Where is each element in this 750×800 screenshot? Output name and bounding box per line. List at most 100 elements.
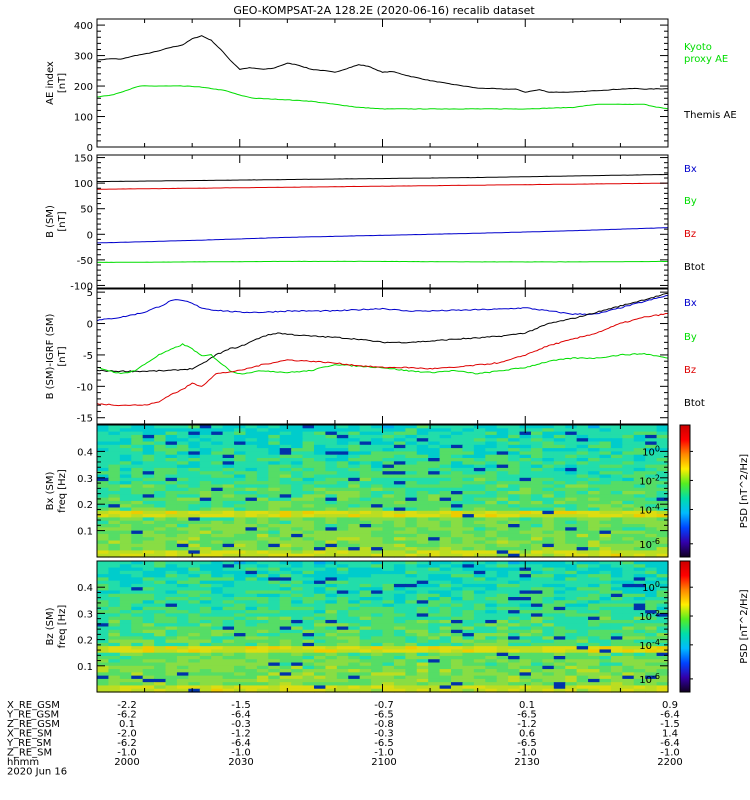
heatmap-cell: [610, 580, 623, 585]
heatmap-cell: [268, 574, 281, 578]
heatmap-cell: [142, 553, 155, 558]
heatmap-cell: [142, 517, 155, 522]
heatmap-cell: [325, 619, 338, 624]
heatmap-cell: [211, 543, 224, 548]
heatmap-cell: [416, 564, 429, 569]
heatmap-cell: [565, 527, 578, 532]
heatmap-cell: [508, 646, 521, 651]
heatmap-cell: [97, 649, 110, 654]
heatmap-cell: [645, 646, 658, 651]
heatmap-cell: [302, 484, 315, 489]
heatmap-cell: [508, 603, 521, 608]
heatmap-cell: [451, 574, 464, 578]
heatmap-cell: [485, 642, 498, 647]
heatmap-cell: [622, 464, 635, 469]
heatmap-cell: [256, 497, 269, 502]
heatmap-cell: [234, 606, 247, 611]
heatmap-cell: [576, 540, 589, 545]
heatmap-cell: [371, 662, 384, 667]
ephemeris-value: 0.1: [519, 700, 535, 711]
heatmap-cell: [439, 464, 452, 469]
heatmap-cell: [519, 497, 532, 502]
heatmap-cell: [188, 567, 201, 572]
heatmap-cell: [371, 610, 384, 615]
heatmap-cell: [371, 659, 384, 664]
heatmap-cell: [530, 524, 543, 528]
heatmap-cell: [256, 564, 269, 569]
heatmap-cell: [565, 685, 578, 690]
heatmap-cell: [645, 461, 658, 466]
heatmap-cell: [451, 533, 464, 538]
heatmap-cell: [428, 616, 441, 621]
heatmap-cell: [439, 520, 452, 525]
heatmap-cell: [245, 458, 258, 462]
heatmap-cell: [542, 461, 555, 466]
heatmap-cell: [576, 517, 589, 522]
heatmap-cell: [154, 642, 167, 647]
heatmap-cell: [656, 646, 669, 651]
ephemeris-value: -1.2: [517, 719, 537, 730]
heatmap-cell: [108, 629, 121, 634]
heatmap-cell: [302, 672, 315, 677]
heatmap-cell: [553, 626, 566, 631]
heatmap-cell: [382, 454, 395, 459]
heatmap-cell: [165, 593, 178, 598]
heatmap-cell: [485, 537, 498, 542]
heatmap-cell: [473, 484, 486, 489]
heatmap-cell: [462, 504, 475, 509]
heatmap-cell: [462, 574, 475, 578]
heatmap-cell: [588, 610, 601, 615]
heatmap-cell: [268, 577, 281, 582]
heatmap-cell: [245, 537, 258, 542]
heatmap-cell: [508, 669, 521, 673]
heatmap-cell: [519, 484, 532, 489]
heatmap-cell: [256, 567, 269, 572]
heatmap-cell: [268, 520, 281, 525]
heatmap-cell: [576, 524, 589, 528]
heatmap-cell: [599, 497, 612, 502]
heatmap-cell: [610, 682, 623, 687]
heatmap-cell: [176, 567, 189, 572]
heatmap-cell: [359, 623, 372, 628]
heatmap-cell: [565, 593, 578, 598]
heatmap-cell: [485, 471, 498, 476]
heatmap-cell: [656, 550, 669, 555]
heatmap-cell: [473, 616, 486, 621]
heatmap-cell: [393, 616, 406, 621]
heatmap-cell: [485, 543, 498, 548]
heatmap-cell: [302, 434, 315, 439]
y-axis-label: Bx (SM): [45, 472, 56, 511]
heatmap-cell: [576, 662, 589, 667]
heatmap-cell: [519, 481, 532, 485]
heatmap-cell: [199, 597, 212, 601]
heatmap-cell: [348, 649, 361, 654]
heatmap-cell: [656, 567, 669, 572]
heatmap-cell: [393, 530, 406, 535]
heatmap-cell: [313, 626, 326, 631]
heatmap-cell: [256, 444, 269, 449]
heatmap-cell: [291, 540, 304, 545]
heatmap-cell: [428, 500, 441, 505]
heatmap-cell: [222, 564, 235, 569]
heatmap-cell: [382, 623, 395, 628]
heatmap-cell: [633, 567, 646, 572]
heatmap-cell: [371, 626, 384, 631]
heatmap-cell: [279, 678, 292, 683]
heatmap-cell: [199, 484, 212, 489]
heatmap-cell: [302, 675, 315, 680]
heatmap-cell: [633, 451, 646, 456]
heatmap-cell: [530, 682, 543, 687]
heatmap-cell: [473, 567, 486, 572]
ephemeris-label-y_re_gsm: Y_RE_GSM: [6, 710, 59, 721]
heatmap-cell: [416, 655, 429, 660]
heatmap-cell: [108, 477, 121, 482]
heatmap-cell: [599, 471, 612, 476]
heatmap-cell: [268, 639, 281, 644]
heatmap-cell: [176, 448, 189, 452]
heatmap-cell: [496, 484, 509, 489]
heatmap-cell: [599, 688, 612, 693]
heatmap-cell: [245, 633, 258, 637]
heatmap-cell: [211, 583, 224, 588]
heatmap-cell: [519, 626, 532, 631]
heatmap-cell: [645, 514, 658, 518]
